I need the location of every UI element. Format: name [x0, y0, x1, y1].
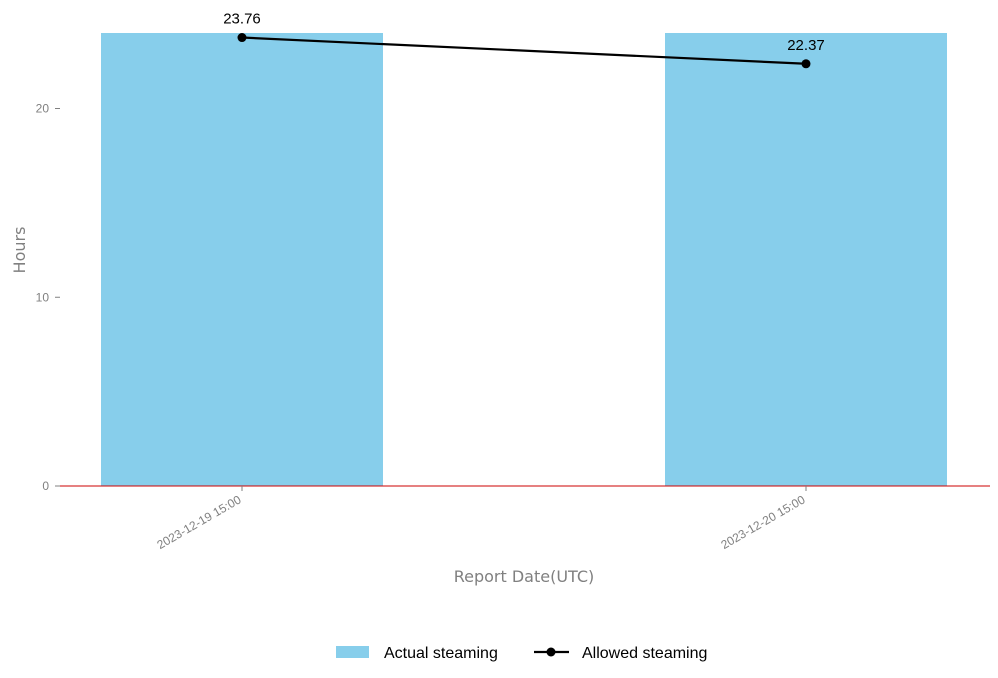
allowed-steaming-point	[237, 33, 247, 43]
bar-actual-steaming	[665, 33, 947, 486]
bar-actual-steaming	[101, 33, 383, 486]
y-axis-title: Hours	[10, 227, 29, 274]
legend-label-allowed-steaming: Allowed steaming	[582, 645, 707, 662]
data-label-allowed-steaming: 23.76	[223, 11, 261, 28]
legend-swatch-actual-steaming	[336, 646, 369, 658]
y-tick-label: 10	[36, 290, 50, 304]
x-axis: 2023-12-19 15:00 2023-12-20 15:00	[154, 486, 808, 552]
allowed-steaming-line-layer	[237, 33, 811, 69]
x-tick-label: 2023-12-19 15:00	[154, 492, 243, 552]
data-label-allowed-steaming: 22.37	[787, 37, 825, 54]
legend: Actual steaming Allowed steaming	[336, 645, 707, 662]
x-tick-label: 2023-12-20 15:00	[718, 492, 807, 552]
x-axis-title: Report Date(UTC)	[454, 567, 595, 586]
legend-label-actual-steaming: Actual steaming	[384, 645, 498, 662]
y-tick-label: 0	[42, 479, 49, 493]
legend-marker-allowed-steaming	[546, 647, 556, 657]
bars-layer	[101, 33, 947, 486]
data-labels-layer: 23.76 22.37	[223, 11, 825, 54]
allowed-steaming-line	[241, 36, 807, 65]
y-tick-label: 20	[36, 102, 50, 116]
allowed-steaming-point	[801, 59, 811, 69]
y-axis: 0 10 20	[36, 102, 60, 493]
